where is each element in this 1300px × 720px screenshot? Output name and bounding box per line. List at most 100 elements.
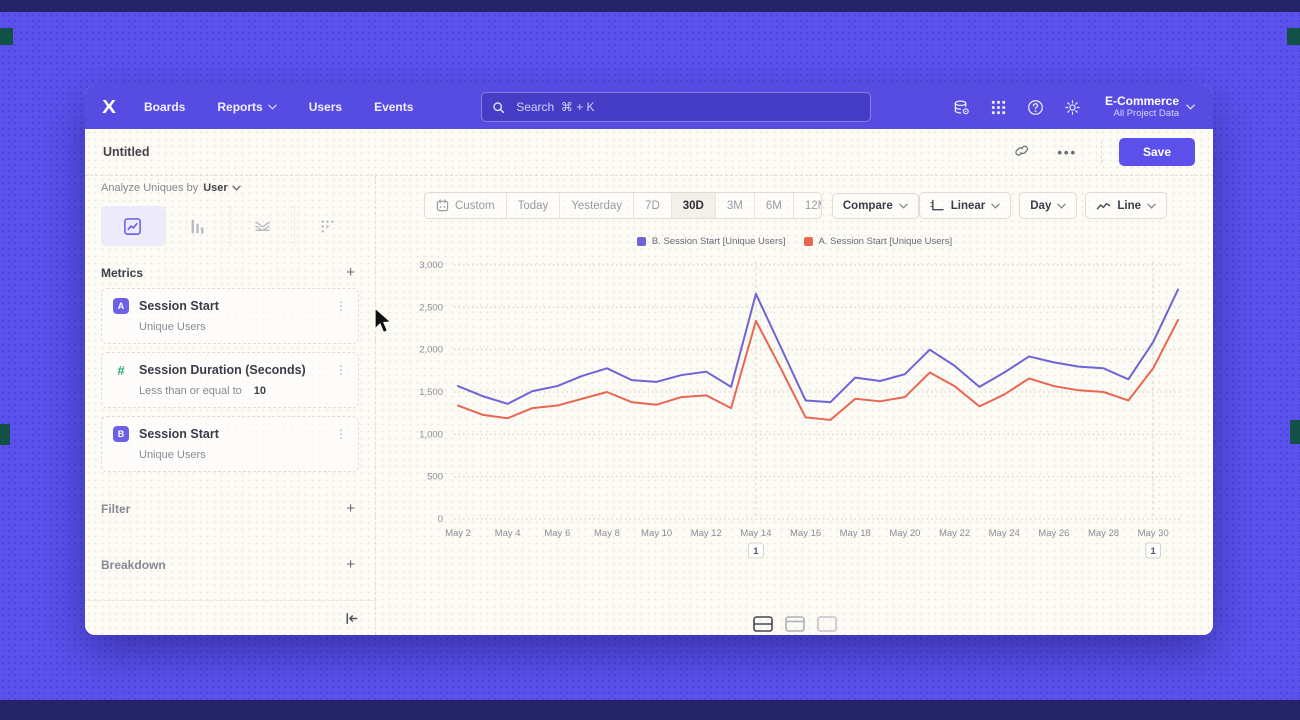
metric-options-icon[interactable]: ⋮ [335,427,347,441]
sidebar-footer [85,600,375,635]
metric-options-icon[interactable]: ⋮ [335,363,347,377]
analyze-uniques-row: Analyze Uniques by User [101,182,359,194]
layout-full-icon[interactable] [816,616,837,632]
metric-badge-a: A [113,298,129,314]
x-tick-label: May 26 [1038,528,1069,539]
layout-header-icon[interactable] [784,616,805,632]
data-stack-icon[interactable] [953,99,970,116]
nav-item-label: Users [308,100,343,114]
project-selector[interactable]: E-Commerce All Project Data [1105,95,1195,119]
legend-label: B. Session Start [Unique Users] [651,236,786,247]
legend-swatch [803,237,813,246]
search-input[interactable] [514,99,861,115]
project-subtitle: All Project Data [1113,108,1179,119]
annotation-badge[interactable]: 1 [747,542,764,559]
linear-scale-icon [930,199,944,211]
search-bar[interactable] [481,92,872,122]
nav-item-label: Reports [217,100,263,114]
x-tick-label: May 6 [544,528,570,539]
metric-list: A Session Start ⋮ Unique Users # Session Dura… [101,288,359,472]
tab-retention[interactable] [294,206,359,246]
range-button-3m[interactable]: 3M [714,193,754,218]
legend-item[interactable]: A. Session Start [Unique Users] [803,236,952,247]
help-icon[interactable] [1027,99,1044,116]
range-button-12m[interactable]: 12M [792,193,821,218]
nav-item-users[interactable]: Users [309,100,342,114]
interval-dropdown[interactable]: Day [1019,192,1078,219]
analyze-value-dropdown[interactable]: User [203,182,241,194]
chevron-down-icon [898,203,908,209]
add-filter-button[interactable]: + [346,500,355,517]
charttype-label: Line [1117,199,1141,212]
range-button-yesterday[interactable]: Yesterday [559,193,633,218]
more-options-button[interactable]: ••• [1057,144,1077,160]
nav-item-reports[interactable]: Reports [217,100,277,114]
number-property-icon: # [117,362,125,378]
sidebar-sections: Filter + Breakdown + [101,500,359,573]
scale-dropdown[interactable]: Linear [918,192,1012,219]
range-button-7d[interactable]: 7D [633,193,671,218]
add-breakdown-button[interactable]: + [346,556,355,573]
layout-split-icon[interactable] [752,616,773,632]
range-button-custom[interactable]: Custom [425,193,506,218]
add-metric-button[interactable]: + [346,264,355,281]
x-tick-label: May 4 [494,528,520,539]
y-tick-label: 0 [437,514,442,525]
apps-grid-icon[interactable] [990,99,1007,116]
tab-insights-line[interactable] [101,206,165,246]
nav-item-events[interactable]: Events [374,100,413,114]
report-title[interactable]: Untitled [103,145,150,159]
toolbar-divider [1101,141,1103,163]
display-controls: Linear Day Line [918,192,1167,219]
x-tick-label: May 30 [1137,528,1168,539]
range-button-today[interactable]: Today [505,193,560,218]
metric-title: Session Duration (Seconds) [139,363,306,377]
metric-card-1[interactable]: A Session Start ⋮ Unique Users [101,288,359,344]
y-tick-label: 1,500 [419,387,443,398]
legend-item[interactable]: B. Session Start [Unique Users] [636,236,786,247]
collapse-sidebar-icon[interactable] [344,611,359,626]
line-chart[interactable]: 0 500 1,000 1,500 2,000 2,500 3,000 May 2 May 4 M… [400,251,1190,563]
series-line[interactable] [456,319,1179,421]
metric-value[interactable]: 10 [253,385,266,397]
nav-item-boards[interactable]: Boards [144,100,185,114]
compare-button[interactable]: Compare [831,192,919,219]
tab-bar-chart[interactable] [164,206,230,246]
metric-subtitle[interactable]: Unique Users [139,321,206,333]
share-link-icon[interactable] [1015,144,1031,160]
range-button-30d[interactable]: 30D [670,193,715,218]
mixpanel-logo[interactable]: X [102,96,116,117]
retention-dots-icon [321,220,334,232]
metric-badge-b: B [113,426,129,442]
background-accent [0,28,13,45]
range-label: 7D [645,199,660,212]
save-button[interactable]: Save [1119,138,1195,166]
bar-chart-icon [191,219,204,234]
range-label: Yesterday [571,199,623,212]
x-tick-label: May 8 [594,528,620,539]
metric-subtitle[interactable]: Less than or equal to [139,385,242,397]
layout-toggle-icons [752,616,837,632]
y-tick-label: 2,000 [419,345,443,356]
legend-swatch [636,237,646,246]
charttype-dropdown[interactable]: Line [1085,192,1167,219]
metric-card-3[interactable]: B Session Start ⋮ Unique Users [101,416,359,472]
range-button-6m[interactable]: 6M [753,193,793,218]
series-line[interactable] [456,288,1179,405]
metrics-header-row: Metrics + [101,264,359,281]
compare-label: Compare [842,199,893,212]
metric-card-2[interactable]: # Session Duration (Seconds) ⋮ Less than or… [101,352,359,408]
tab-flows[interactable] [229,206,295,246]
metrics-header: Metrics [101,266,144,280]
metric-options-icon[interactable]: ⋮ [335,299,347,313]
settings-gear-icon[interactable] [1064,99,1081,116]
x-tick-label: May 18 [839,528,870,539]
chevron-down-icon [267,104,277,110]
metric-title: Session Start [139,427,219,441]
y-tick-label: 500 [427,472,443,483]
metric-subtitle[interactable]: Unique Users [139,449,206,461]
scale-label: Linear [950,199,986,212]
annotation-badge[interactable]: 1 [1144,542,1161,559]
x-tick-label: May 16 [790,528,821,539]
app-window: X Boards Reports Users Events [85,85,1213,635]
